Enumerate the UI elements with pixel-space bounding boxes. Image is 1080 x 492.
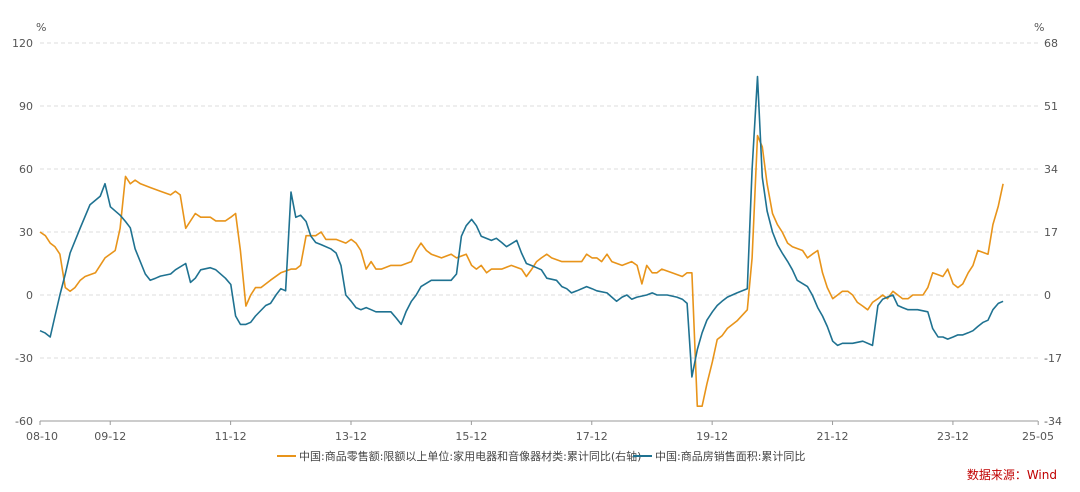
legend-label-retail: 中国:商品零售额:限额以上单位:家用电器和音像器材类:累计同比(右轴) [299, 449, 641, 463]
x-tick-label: 17-12 [576, 430, 608, 443]
right-tick-label: 34 [1044, 163, 1058, 176]
x-tick-label: 08-10 [26, 430, 58, 443]
left-unit: % [36, 21, 46, 34]
right-axis: -34 -17 0 17 34 51 68 [1044, 37, 1062, 428]
series-line-housing-sales [39, 75, 1004, 378]
right-tick-label: 51 [1044, 100, 1058, 113]
x-tick-label: 23-12 [937, 430, 969, 443]
legend-label-housing: 中国:商品房销售面积:累计同比 [655, 449, 805, 463]
x-tick-label: 21-12 [817, 430, 849, 443]
left-tick-label: 60 [19, 163, 33, 176]
source-note: 数据来源：Wind [967, 467, 1057, 482]
x-axis: 08-10 09-12 11-12 13-12 15-12 17-12 19-12 21-12… [26, 421, 1054, 443]
right-tick-label: -34 [1044, 415, 1062, 428]
right-tick-label: 17 [1044, 226, 1058, 239]
right-tick-label: -17 [1044, 352, 1062, 365]
left-tick-label: -30 [15, 352, 33, 365]
x-tick-label: 11-12 [215, 430, 247, 443]
x-tick-label: 13-12 [335, 430, 367, 443]
right-tick-label: 68 [1044, 37, 1058, 50]
left-tick-label: -60 [15, 415, 33, 428]
left-tick-label: 30 [19, 226, 33, 239]
right-unit: % [1034, 21, 1044, 34]
gridlines [40, 42, 1038, 359]
x-tick-label: 25-05 [1022, 430, 1054, 443]
x-tick-label: 09-12 [94, 430, 126, 443]
legend: 中国:商品零售额:限额以上单位:家用电器和音像器材类:累计同比(右轴) 中国:商… [277, 449, 805, 463]
x-tick-label: 15-12 [455, 430, 487, 443]
left-tick-label: 120 [12, 37, 33, 50]
series-line-retail-appliances [39, 134, 1004, 408]
right-tick-label: 0 [1044, 289, 1051, 302]
left-tick-label: 90 [19, 100, 33, 113]
series-lines [39, 75, 1004, 408]
left-axis: -60 -30 0 30 60 90 120 [12, 37, 33, 428]
x-tick-label: 19-12 [696, 430, 728, 443]
left-tick-label: 0 [26, 289, 33, 302]
